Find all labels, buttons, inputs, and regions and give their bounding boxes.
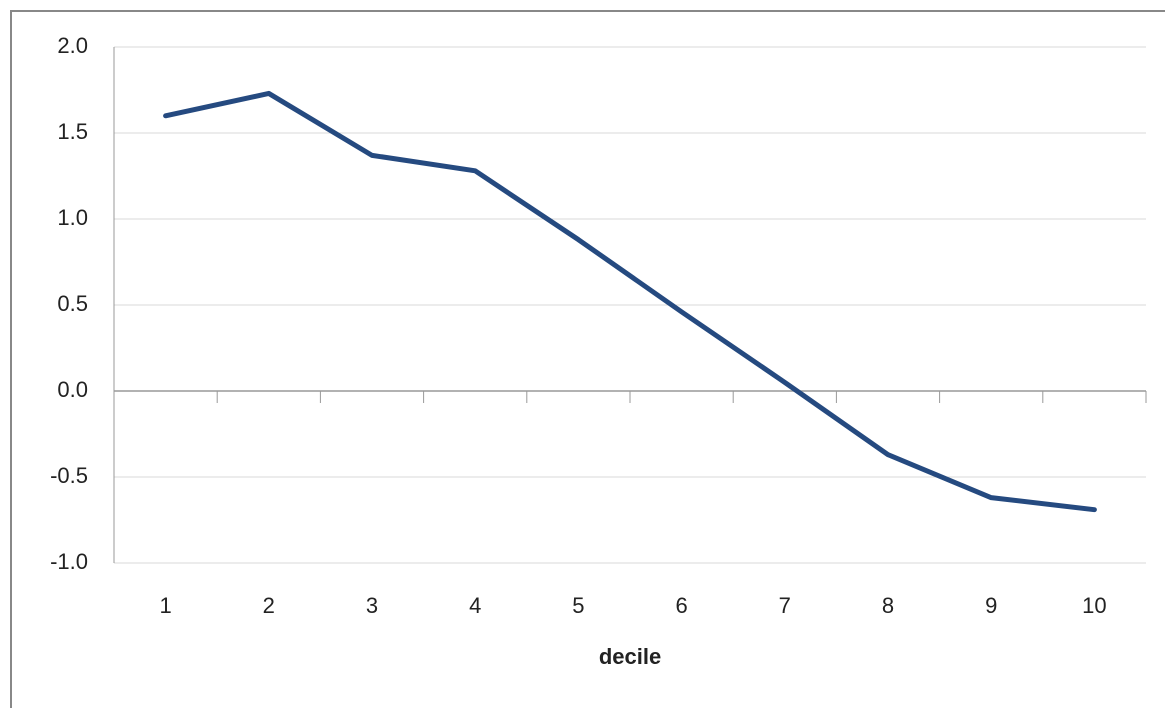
x-tick-label: 2 xyxy=(263,593,275,618)
x-axis-label: decile xyxy=(599,644,661,669)
data-line xyxy=(163,90,1097,513)
x-tick-label: 3 xyxy=(366,593,378,618)
y-tick-label: 1.5 xyxy=(57,119,88,144)
x-tick-label: 5 xyxy=(572,593,584,618)
y-tick-label: 0.5 xyxy=(57,291,88,316)
x-tick-label: 8 xyxy=(882,593,894,618)
x-tick-label: 4 xyxy=(469,593,481,618)
x-tick-label: 9 xyxy=(985,593,997,618)
x-tick-label: 7 xyxy=(779,593,791,618)
x-tick-label: 10 xyxy=(1082,593,1106,618)
x-tick-label: 6 xyxy=(675,593,687,618)
y-tick-label: 1.0 xyxy=(57,205,88,230)
chart-frame xyxy=(10,10,1165,708)
x-tick-label: 1 xyxy=(159,593,171,618)
y-tick-label: 2.0 xyxy=(57,33,88,58)
y-tick-label: -1.0 xyxy=(50,549,88,574)
y-tick-label: 0.0 xyxy=(57,377,88,402)
y-tick-label: -0.5 xyxy=(50,463,88,488)
